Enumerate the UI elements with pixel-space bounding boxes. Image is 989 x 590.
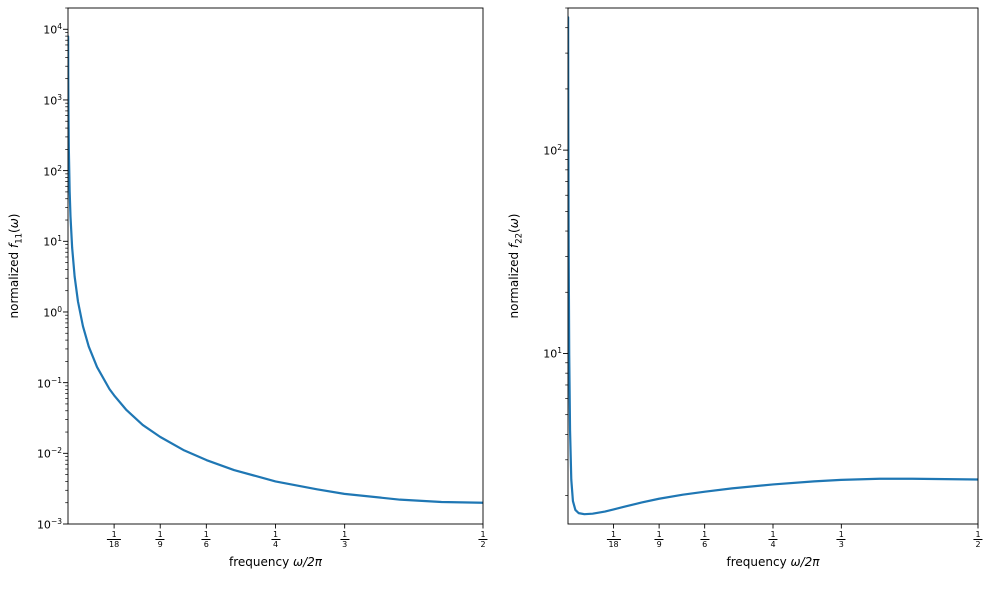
panel-f11 bbox=[63, 7, 484, 529]
curve-f22 bbox=[568, 16, 978, 516]
panel-f22 bbox=[563, 7, 979, 529]
axes-spines-f22 bbox=[567, 7, 979, 525]
curve-f11 bbox=[68, 35, 483, 504]
axes-spines-f11 bbox=[67, 7, 484, 525]
